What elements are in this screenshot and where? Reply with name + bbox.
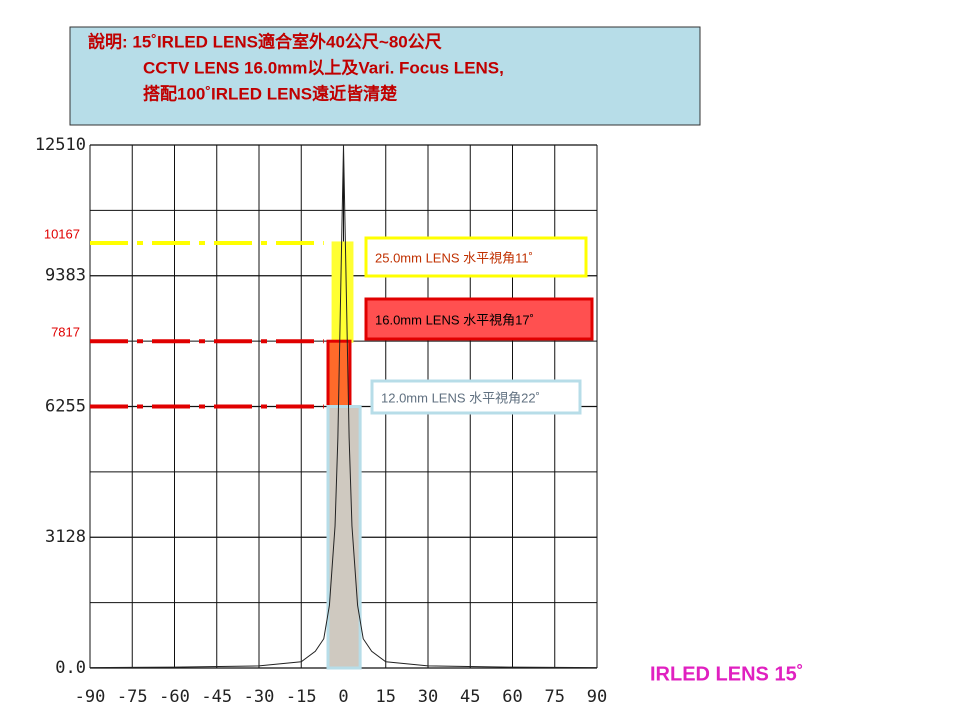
x-tick-label: 0 bbox=[338, 687, 348, 707]
note-line: 搭配100˚IRLED LENS遠近皆清楚 bbox=[143, 83, 398, 103]
x-tick-label: 30 bbox=[418, 687, 438, 707]
legend-text: 16.0mm LENS 水平視角17˚ bbox=[375, 312, 534, 327]
level-label: 7817 bbox=[51, 325, 80, 340]
y-tick-label: 12510 bbox=[35, 135, 86, 155]
x-tick-label: -60 bbox=[159, 687, 190, 707]
note-line: CCTV LENS 16.0mm以上及Vari. Focus LENS, bbox=[143, 58, 504, 77]
band bbox=[326, 405, 362, 670]
note-line: 說明: 15˚IRLED LENS適合室外40公尺~80公尺 bbox=[88, 31, 442, 51]
x-tick-label: -90 bbox=[75, 687, 106, 707]
legend-box bbox=[364, 297, 594, 341]
note-box bbox=[69, 26, 701, 126]
y-tick-label: 0.0 bbox=[55, 658, 86, 678]
chart-title: IRLED LENS 15˚ bbox=[650, 662, 803, 685]
x-tick-label: -75 bbox=[117, 687, 148, 707]
x-tick-label: 60 bbox=[502, 687, 522, 707]
y-tick-label: 9383 bbox=[45, 266, 86, 286]
x-tick-label: -45 bbox=[201, 687, 232, 707]
y-tick-label: 6255 bbox=[45, 397, 86, 417]
legend-text: 25.0mm LENS 水平視角11˚ bbox=[375, 250, 533, 265]
x-tick-label: 75 bbox=[545, 687, 565, 707]
legend-text: 12.0mm LENS 水平視角22˚ bbox=[381, 390, 540, 405]
x-tick-label: -30 bbox=[244, 687, 275, 707]
x-tick-label: 90 bbox=[587, 687, 607, 707]
legend-box bbox=[364, 236, 588, 278]
level-label: 10167 bbox=[44, 226, 80, 241]
x-tick-label: -15 bbox=[286, 687, 317, 707]
x-tick-label: 45 bbox=[460, 687, 480, 707]
line bbox=[89, 144, 598, 669]
x-tick-label: 15 bbox=[376, 687, 396, 707]
legend-box bbox=[370, 379, 582, 415]
band bbox=[331, 241, 354, 343]
y-tick-label: 3128 bbox=[45, 527, 86, 547]
